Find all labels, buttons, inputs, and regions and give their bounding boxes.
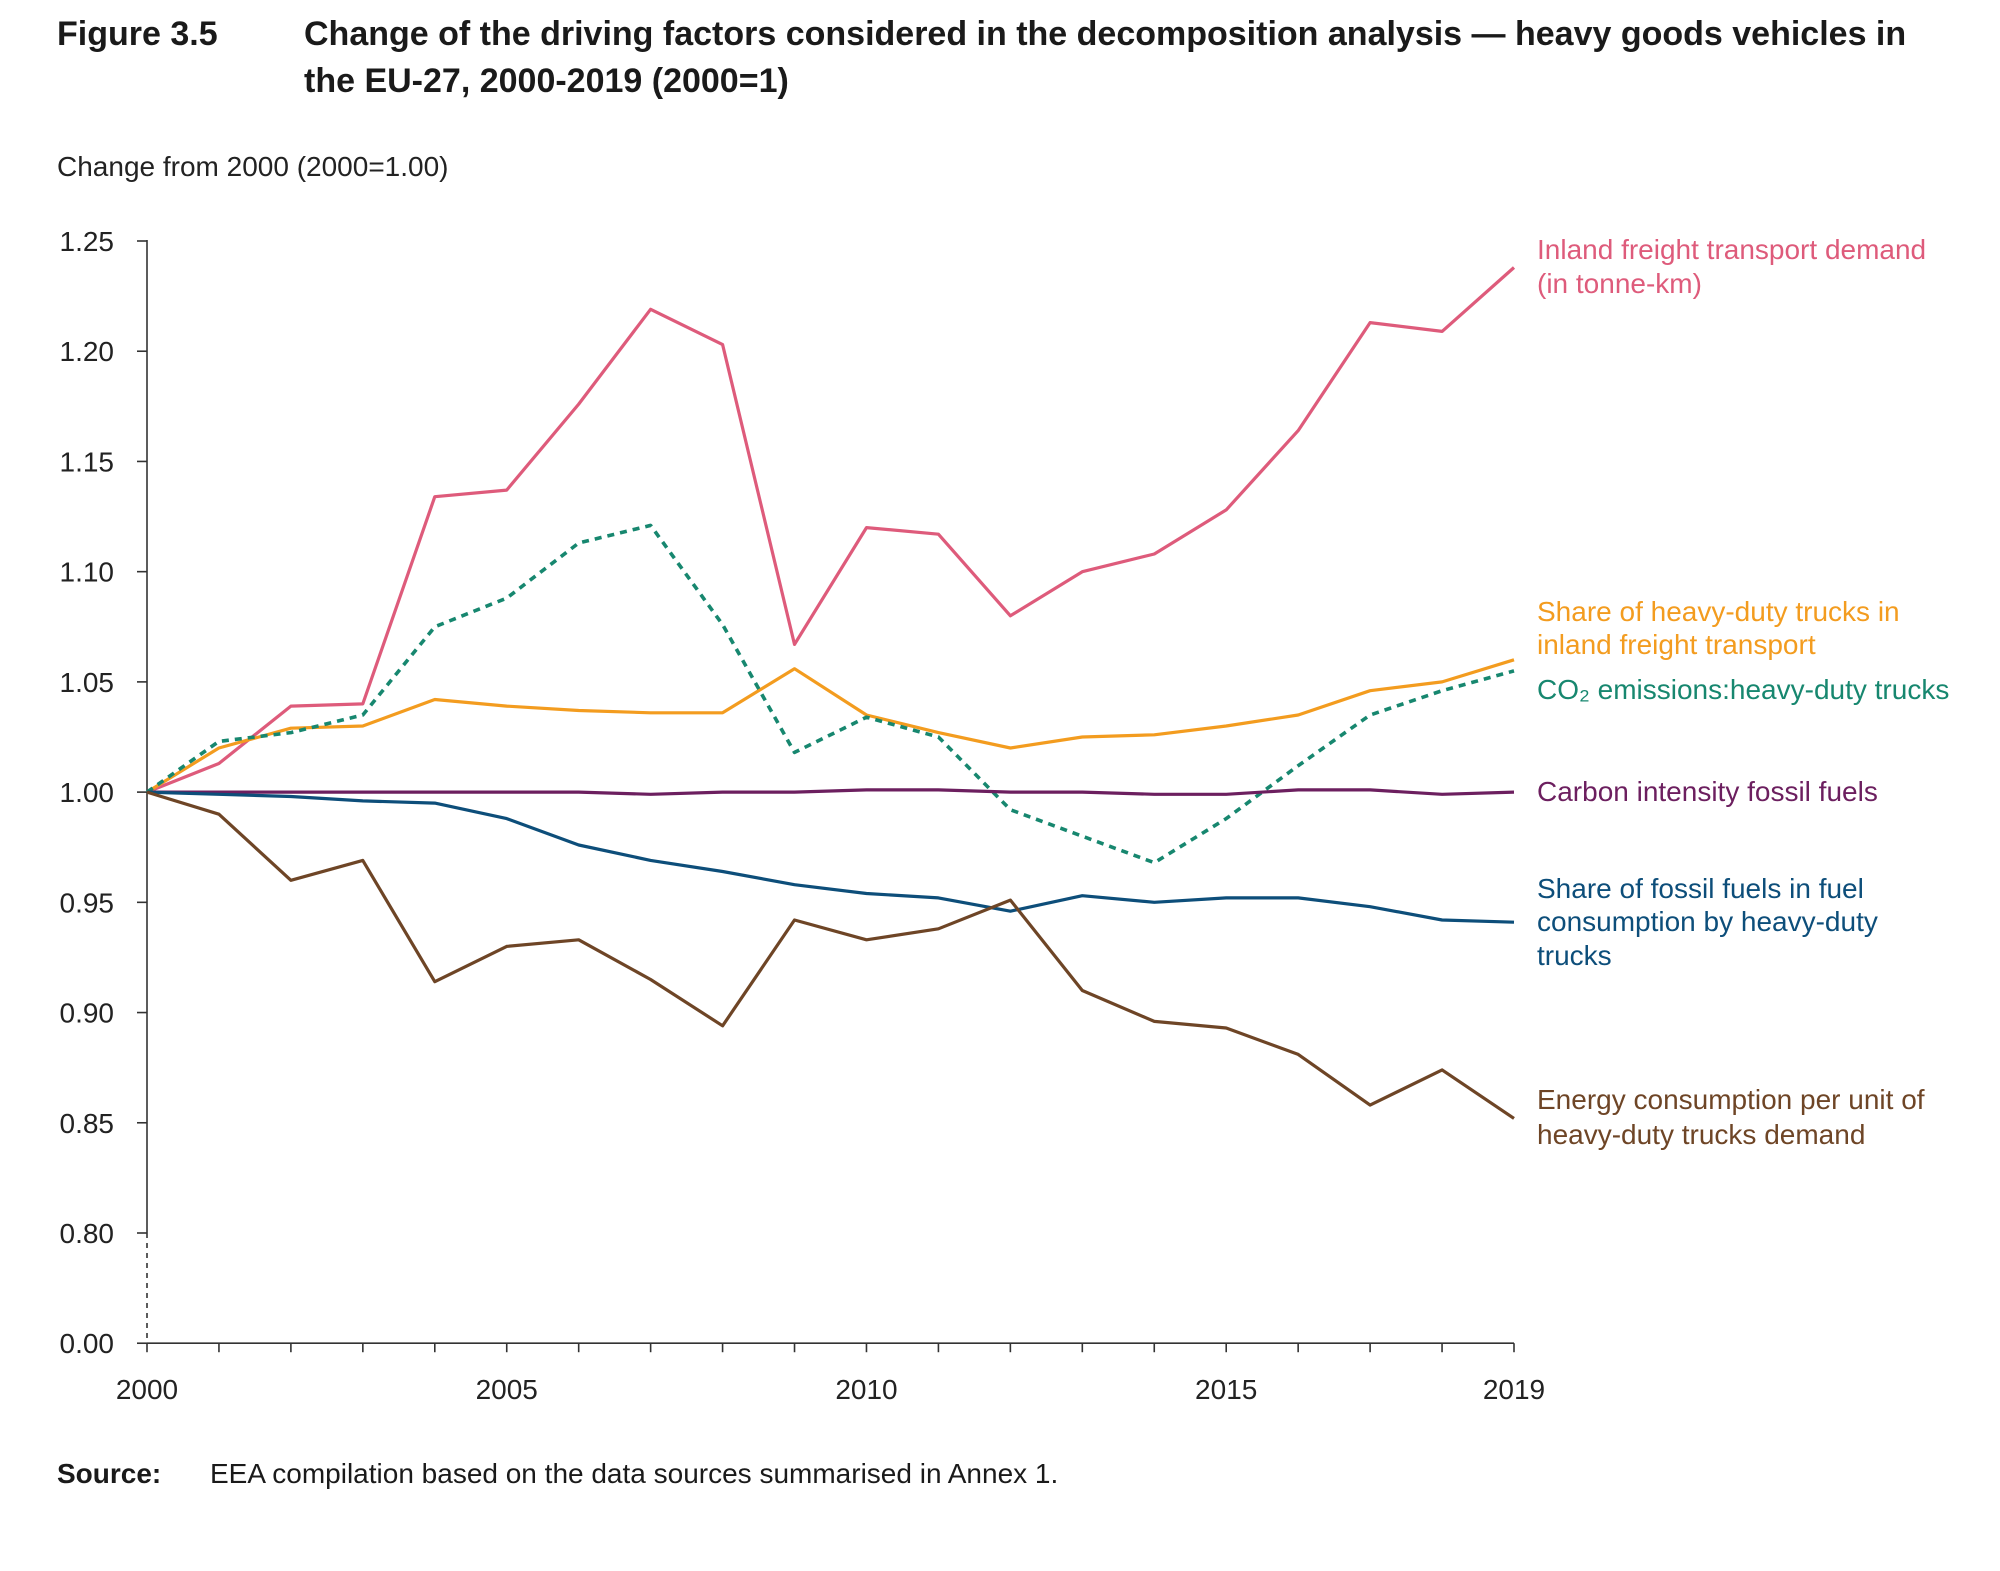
y-tick-label-1.20: 1.20 bbox=[60, 336, 115, 367]
series-label-inland-freight-transport-demand-line-1: Inland freight transport demand bbox=[1537, 234, 1926, 265]
series-label-share-of-fossil-fuels-in-fuel-line-3: trucks bbox=[1537, 940, 1612, 971]
source-note: Source: EEA compilation based on the dat… bbox=[0, 1457, 2000, 1491]
y-tick-label-1.15: 1.15 bbox=[60, 446, 115, 477]
series-label-share-of-heavy-duty-trucks-in-line-2: inland freight transport bbox=[1537, 629, 1816, 660]
y-tick-label-0.85: 0.85 bbox=[60, 1108, 115, 1139]
series-label-carbon-intensity-fossil-fuels-line-1: Carbon intensity fossil fuels bbox=[1537, 776, 1878, 807]
series-labels: Inland freight transport demand(in tonne… bbox=[1537, 234, 1949, 1150]
y-tick-label-1.05: 1.05 bbox=[60, 667, 115, 698]
x-tick-label-2000: 2000 bbox=[116, 1374, 178, 1405]
series-label-inland-freight-transport-demand-line-2: (in tonne-km) bbox=[1537, 268, 1702, 299]
y-tick-label-0.95: 0.95 bbox=[60, 887, 115, 918]
y-tick-label-1.10: 1.10 bbox=[60, 557, 115, 588]
y-tick-label-0.80: 0.80 bbox=[60, 1218, 115, 1249]
series-label-share-of-fossil-fuels-in-fuel-line-1: Share of fossil fuels in fuel bbox=[1537, 873, 1864, 904]
series-line-share-of-heavy-duty-trucks-in bbox=[146, 658, 1515, 794]
ticks: 1.25 1.20 1.15 1.10 1.05 1.00 0.95 0.90 0.85 0.80… bbox=[60, 226, 1546, 1405]
series-label-share-of-fossil-fuels-in-fuel-line-2: consumption by heavy-duty bbox=[1537, 906, 1878, 937]
source-label: Source: bbox=[57, 1458, 162, 1489]
y-tick-label-1.00: 1.00 bbox=[60, 777, 115, 808]
x-tick-label-2005: 2005 bbox=[476, 1374, 538, 1405]
series-label-energy-consumption-per-unit-of-line-2: heavy-duty trucks demand bbox=[1537, 1119, 1865, 1150]
source-text: EEA compilation based on the data source… bbox=[210, 1458, 1059, 1489]
axes bbox=[146, 240, 1514, 1345]
series-lines bbox=[145, 266, 1516, 1120]
figure-title: Change of the driving factors considered… bbox=[304, 15, 1907, 100]
series-label-share-of-heavy-duty-trucks-in-line-1: Share of heavy-duty trucks in bbox=[1537, 596, 1900, 627]
series-line-share-of-fossil-fuels-in-fuel bbox=[146, 790, 1515, 924]
y-axis-title: Change from 2000 (2000=1.00) bbox=[57, 151, 449, 182]
x-tick-label-2019: 2019 bbox=[1483, 1374, 1545, 1405]
figure-number: Figure 3.5 bbox=[57, 15, 218, 53]
series-line-carbon-intensity-fossil-fuels bbox=[147, 788, 1515, 796]
y-tick-label-1.25: 1.25 bbox=[60, 226, 115, 257]
series-label-energy-consumption-per-unit-of-line-1: Energy consumption per unit of bbox=[1537, 1084, 1925, 1115]
y-tick-label-0.90: 0.90 bbox=[60, 998, 115, 1029]
series-line-inland-freight-transport-demand bbox=[146, 266, 1516, 794]
series-line-co-emissions-heavy-duty-trucks bbox=[145, 523, 1515, 865]
series-label-co-emissions-heavy-duty-trucks-line-1: CO₂ emissions:heavy-duty trucks bbox=[1537, 674, 1949, 705]
series-line-energy-consumption-per-unit-of bbox=[146, 790, 1515, 1120]
x-tick-label-2010: 2010 bbox=[835, 1374, 897, 1405]
x-tick-label-2015: 2015 bbox=[1195, 1374, 1257, 1405]
y-tick-label-baseline: 0.00 bbox=[60, 1328, 115, 1359]
